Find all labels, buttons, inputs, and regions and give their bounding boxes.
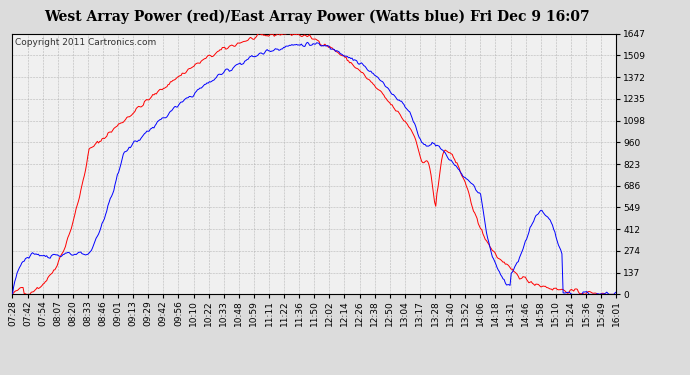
- Text: West Array Power (red)/East Array Power (Watts blue) Fri Dec 9 16:07: West Array Power (red)/East Array Power …: [45, 9, 590, 24]
- Text: Copyright 2011 Cartronics.com: Copyright 2011 Cartronics.com: [15, 38, 157, 46]
